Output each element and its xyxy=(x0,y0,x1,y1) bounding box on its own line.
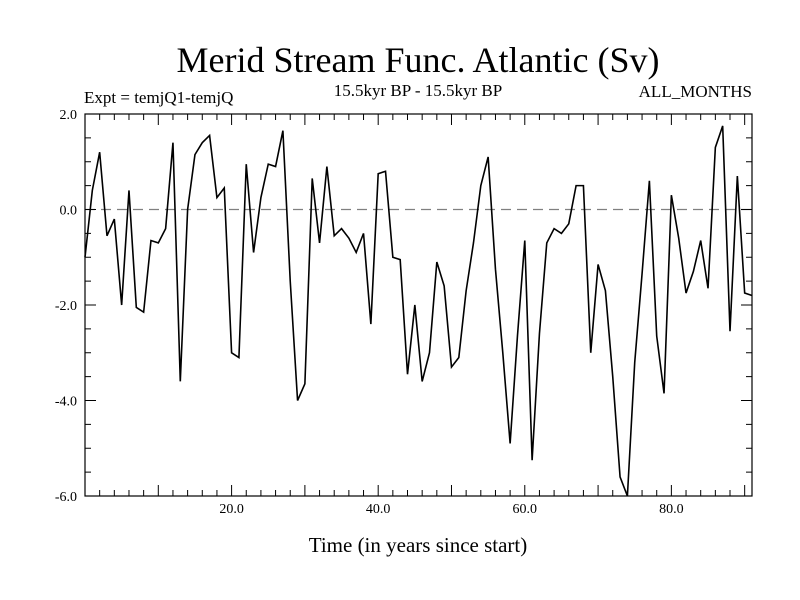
y-tick-label: -6.0 xyxy=(55,490,77,505)
x-tick-label: 60.0 xyxy=(513,502,538,517)
tick-group: 20.0 40.0 60.0 80.0 2.0 0.0 -2.0 -4.0 -6.0 xyxy=(55,108,752,517)
y-tick-label: -4.0 xyxy=(55,395,77,410)
y-tick-label: 0.0 xyxy=(60,204,78,219)
x-tick-label: 20.0 xyxy=(219,502,244,517)
y-tick-label: 2.0 xyxy=(60,108,78,123)
plot-frame xyxy=(84,113,753,497)
period-label: 15.5kyr BP - 15.5kyr BP xyxy=(334,81,502,100)
x-axis-label: Time (in years since start) xyxy=(309,533,528,557)
x-tick-label: 80.0 xyxy=(659,502,684,517)
x-tick-label: 40.0 xyxy=(366,502,391,517)
series-line xyxy=(84,125,753,497)
chart-title: Merid Stream Func. Atlantic (Sv) xyxy=(177,40,660,80)
months-label: ALL_MONTHS xyxy=(639,82,752,101)
experiment-label: Expt = temjQ1-temjQ xyxy=(84,88,233,107)
series-group xyxy=(84,125,753,497)
y-tick-label: -2.0 xyxy=(55,299,77,314)
